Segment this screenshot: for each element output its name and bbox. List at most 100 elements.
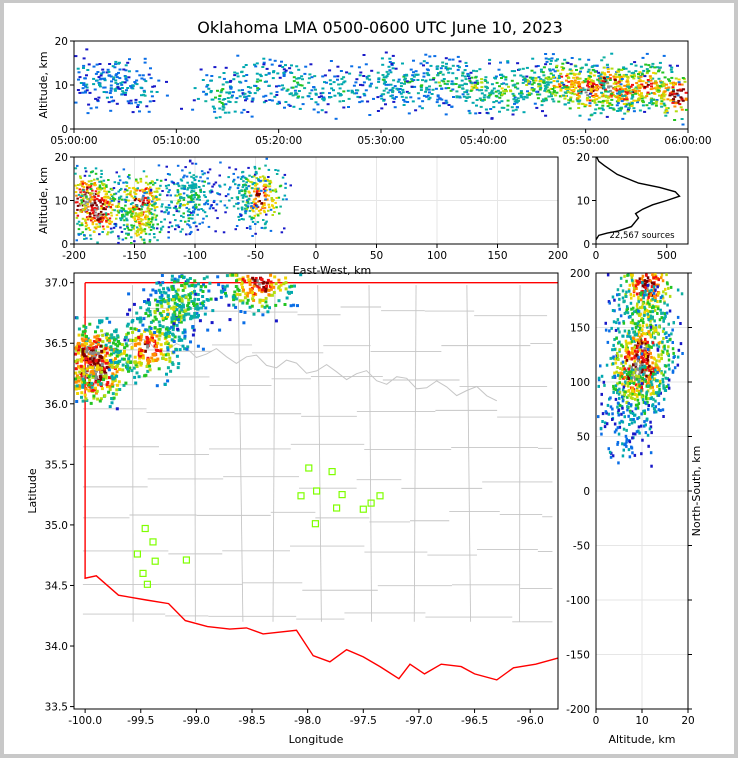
ew-density-cell xyxy=(213,199,216,202)
time-x-tick-label: 05:10:00 xyxy=(153,135,200,147)
ew-density-cell xyxy=(85,224,89,227)
ew-density-cell xyxy=(94,190,98,193)
map-density-cell xyxy=(285,296,289,300)
ew-density-cell xyxy=(269,179,272,182)
map-density-cell xyxy=(224,294,228,298)
ew-density-cell xyxy=(191,162,194,165)
time-density-cell xyxy=(416,79,420,81)
hist-profile-line xyxy=(595,156,681,241)
ew-density-cell xyxy=(166,194,169,197)
ew-density-cell xyxy=(125,193,129,196)
map-density-cell xyxy=(193,289,196,293)
time-density-cell xyxy=(218,107,222,110)
map-density-cell xyxy=(157,367,161,371)
map-density-cell xyxy=(139,316,142,320)
ew-density-cell xyxy=(120,207,123,209)
ew-density-cell xyxy=(179,219,183,222)
map-density-cell xyxy=(80,368,84,372)
time-density-cell xyxy=(624,90,628,93)
ew-density-cell xyxy=(95,207,98,210)
time-density-cell xyxy=(528,76,532,79)
time-density-cell xyxy=(95,79,99,82)
ew-density-cell xyxy=(114,192,118,195)
ns-density-cell xyxy=(637,312,641,316)
ns-density-cell xyxy=(642,332,645,335)
time-density-cell xyxy=(102,78,106,81)
time-density-cell xyxy=(515,101,519,103)
map-density-cell xyxy=(113,361,117,365)
ns-density-cell xyxy=(656,292,660,296)
time-density-cell xyxy=(99,74,103,77)
lma-station-marker xyxy=(338,491,346,499)
ew-density-cell xyxy=(84,219,87,222)
ns-density-cell xyxy=(640,317,643,321)
ns-density-cell xyxy=(633,339,636,343)
map-density-cell xyxy=(171,326,175,330)
ns-density-cell xyxy=(665,281,669,285)
time-density-cell xyxy=(588,96,591,99)
time-density-cell xyxy=(322,98,326,101)
time-density-cell xyxy=(593,64,596,67)
time-density-cell xyxy=(621,68,625,70)
time-density-cell xyxy=(529,92,533,95)
time-density-cell xyxy=(590,85,594,88)
ew-density-cell xyxy=(265,194,269,197)
ew-density-cell xyxy=(80,199,83,202)
time-density-cell xyxy=(619,75,623,78)
time-density-cell xyxy=(117,87,121,90)
ew-density-cell xyxy=(262,185,266,188)
ew-density-cell xyxy=(283,194,287,197)
map-density-cell xyxy=(169,306,173,310)
time-density-cell xyxy=(628,89,632,92)
ew-density-cell xyxy=(251,235,254,237)
ew-density-cell xyxy=(82,197,85,200)
map-density-cell xyxy=(289,304,293,308)
time-density-cell xyxy=(436,74,440,77)
map-density-cell xyxy=(78,366,82,370)
map-density-cell xyxy=(156,341,160,345)
map-density-cell xyxy=(118,388,122,391)
chart-title: Oklahoma LMA 0500-0600 UTC June 10, 2023 xyxy=(197,18,563,37)
time-y-tick-label: 0 xyxy=(61,124,68,136)
ns-density-cell xyxy=(650,355,653,359)
time-density-cell xyxy=(550,57,554,60)
time-density-cell xyxy=(522,111,526,114)
ew-density-cell xyxy=(183,187,186,190)
ew-density-cell xyxy=(123,215,126,218)
ns-density-cell xyxy=(644,340,647,344)
time-density-cell xyxy=(413,85,417,88)
time-density-cell xyxy=(480,92,484,95)
map-density-cell xyxy=(258,300,262,304)
ew-density-cell xyxy=(285,198,288,201)
ns-density-cell xyxy=(614,328,618,332)
map-density-cell xyxy=(139,363,143,367)
time-density-cell xyxy=(633,87,637,90)
lma-figure: Oklahoma LMA 0500-0600 UTC June 10, 2023… xyxy=(26,18,712,746)
map-density-cell xyxy=(180,284,184,287)
ew-density-cell xyxy=(79,183,82,186)
ew-density-cell xyxy=(112,199,116,202)
time-density-cell xyxy=(275,94,279,96)
time-density-cell xyxy=(555,91,559,94)
time-density-cell xyxy=(606,99,610,102)
ew-density-cell xyxy=(88,212,91,215)
ew-density-cell xyxy=(267,194,271,197)
ew-density-cell xyxy=(234,183,237,186)
ew-density-cell xyxy=(289,184,292,187)
ew-density-cell xyxy=(177,200,180,203)
time-density-cell xyxy=(277,102,281,105)
time-density-cell xyxy=(209,91,213,94)
time-density-cell xyxy=(95,106,99,109)
time-density-cell xyxy=(495,100,498,103)
ns-density-cell xyxy=(646,289,649,293)
map-density-cell xyxy=(74,346,78,350)
time-density-cell xyxy=(678,83,682,86)
time-density-cell xyxy=(307,81,311,84)
time-density-cell xyxy=(570,85,574,88)
time-density-cell xyxy=(238,80,242,83)
ew-density-cell xyxy=(191,206,195,209)
ns-density-cell xyxy=(655,328,658,332)
ew-density-cell xyxy=(168,173,171,176)
time-density-cell xyxy=(662,82,666,85)
north-south-panel: 0 10 20-200-150-100-50050100150200Altitude… xyxy=(566,268,703,746)
